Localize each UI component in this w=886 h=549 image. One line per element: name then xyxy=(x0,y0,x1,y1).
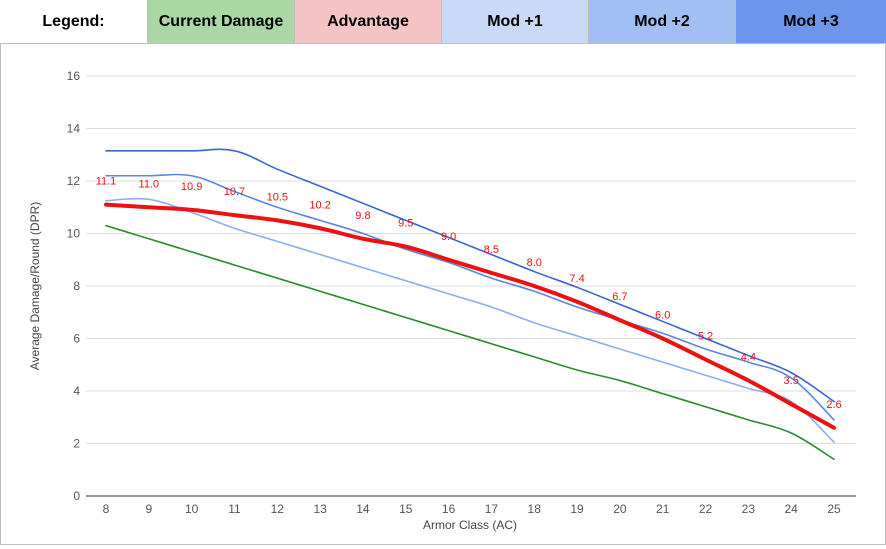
y-axis-label: Average Damage/Round (DPR) xyxy=(28,202,42,371)
x-tick-25: 25 xyxy=(827,502,841,516)
data-label: 10.2 xyxy=(309,199,330,211)
legend-cell-3: Mod +1 xyxy=(442,0,589,43)
x-tick-14: 14 xyxy=(356,502,370,516)
y-tick-10: 10 xyxy=(67,227,81,241)
x-tick-19: 19 xyxy=(570,502,584,516)
x-tick-24: 24 xyxy=(784,502,798,516)
data-label: 4.4 xyxy=(741,352,756,364)
data-label: 7.4 xyxy=(569,273,584,285)
x-tick-11: 11 xyxy=(228,502,241,516)
x-tick-18: 18 xyxy=(528,502,542,516)
data-label: 3.5 xyxy=(784,375,799,387)
data-label: 9.8 xyxy=(355,210,370,222)
data-label: 6.7 xyxy=(612,291,627,303)
x-tick-16: 16 xyxy=(442,502,456,516)
x-tick-12: 12 xyxy=(271,502,285,516)
y-tick-6: 6 xyxy=(73,332,80,346)
legend-cell-2: Advantage xyxy=(295,0,442,43)
legend-cell-1: Current Damage xyxy=(148,0,295,43)
data-label: 5.2 xyxy=(698,331,713,343)
x-tick-15: 15 xyxy=(399,502,413,516)
x-tick-21: 21 xyxy=(656,502,670,516)
y-tick-2: 2 xyxy=(73,437,80,451)
series-line-mod3 xyxy=(105,148,835,403)
data-label: 10.7 xyxy=(224,186,245,198)
y-tick-12: 12 xyxy=(67,174,81,188)
x-tick-10: 10 xyxy=(185,502,199,516)
data-label: 6.0 xyxy=(655,310,670,322)
legend-cell-5: Mod +3 xyxy=(736,0,886,43)
data-label: 8.0 xyxy=(527,257,542,269)
data-label: 11.0 xyxy=(139,178,160,190)
legend-cell-0: Legend: xyxy=(0,0,148,43)
data-label: 10.5 xyxy=(267,191,288,203)
y-tick-14: 14 xyxy=(67,122,81,136)
gridlines xyxy=(86,75,856,497)
x-tick-8: 8 xyxy=(103,502,110,516)
y-tick-0: 0 xyxy=(73,489,80,503)
series-lines xyxy=(104,148,836,461)
y-tick-8: 8 xyxy=(73,279,80,293)
x-tick-22: 22 xyxy=(699,502,713,516)
y-tick-labels: 0 2 4 6 8 10 12 14 16 xyxy=(67,69,81,503)
x-tick-17: 17 xyxy=(485,502,499,516)
x-tick-labels: 8 9 10 11 12 13 14 15 16 17 18 19 20 21 22 23 24 25 xyxy=(103,502,841,516)
x-tick-13: 13 xyxy=(313,502,327,516)
x-tick-23: 23 xyxy=(742,502,756,516)
data-labels: 11.1 11.0 10.9 10.7 10.5 10.2 9.8 9.5 9.0 8.5 8.0 7… xyxy=(96,176,842,411)
series-line-mod2 xyxy=(105,173,835,421)
x-axis-label: Armor Class (AC) xyxy=(423,518,517,532)
chart-frame: 0 2 4 6 8 10 12 14 16 8 9 10 11 12 13 14 15 16 17 18 19 20 21… xyxy=(0,44,886,545)
data-label: 9.0 xyxy=(441,231,456,243)
series-line-current xyxy=(105,224,835,461)
data-label: 2.6 xyxy=(826,399,841,411)
y-tick-4: 4 xyxy=(73,384,80,398)
data-label: 8.5 xyxy=(484,244,499,256)
legend-cell-4: Mod +2 xyxy=(589,0,736,43)
data-label: 10.9 xyxy=(181,181,202,193)
series-line-advantage xyxy=(104,202,836,430)
data-label: 9.5 xyxy=(398,218,413,230)
data-label: 11.1 xyxy=(96,176,117,188)
legend-bar: Legend: Current Damage Advantage Mod +1 Mod … xyxy=(0,0,886,44)
x-tick-9: 9 xyxy=(145,502,152,516)
y-tick-16: 16 xyxy=(67,69,81,83)
series-line-mod1 xyxy=(105,197,835,443)
x-tick-20: 20 xyxy=(613,502,627,516)
